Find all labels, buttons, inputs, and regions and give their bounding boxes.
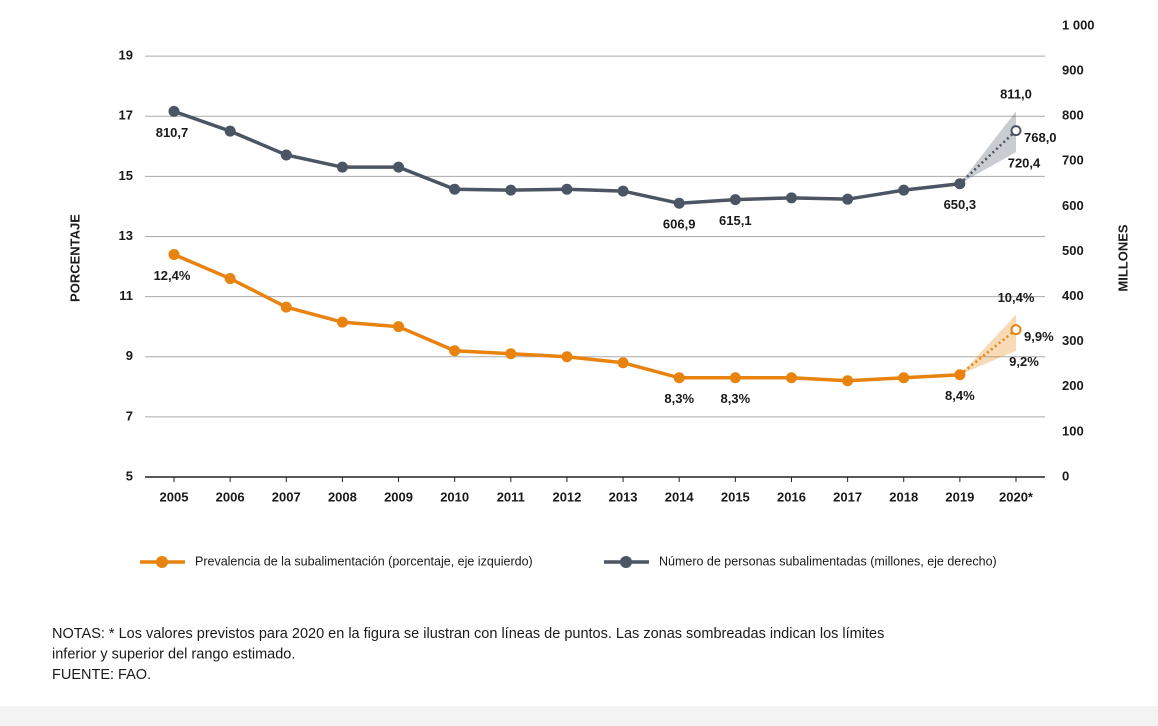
y-tick-label: 17 xyxy=(119,108,133,123)
y-tick-label: 5 xyxy=(126,468,133,483)
y-axis-title: PORCENTAJE xyxy=(67,214,82,302)
data-point xyxy=(224,273,236,285)
data-point xyxy=(617,185,629,197)
y-tick-label: 7 xyxy=(126,408,133,423)
data-point xyxy=(842,193,854,205)
data-point xyxy=(393,161,405,173)
x-tick-label: 2017 xyxy=(833,489,862,504)
x-tick-label: 2012 xyxy=(552,489,581,504)
y2-tick-label: 400 xyxy=(1062,288,1084,303)
y2-tick-label: 100 xyxy=(1062,423,1084,438)
data-point xyxy=(505,348,517,360)
range-band xyxy=(959,111,1016,184)
x-tick-label: 2006 xyxy=(216,489,245,504)
data-point xyxy=(785,372,797,384)
data-label: 8,3% xyxy=(721,391,751,406)
x-tick-label: 2019 xyxy=(945,489,974,504)
data-point xyxy=(1010,125,1022,137)
data-point xyxy=(449,345,461,357)
legend-marker xyxy=(156,556,168,568)
data-point xyxy=(224,125,236,137)
data-label: 606,9 xyxy=(663,217,696,232)
y2-tick-label: 600 xyxy=(1062,198,1084,213)
data-point xyxy=(505,184,517,196)
data-point xyxy=(954,369,966,381)
data-point xyxy=(785,192,797,204)
data-point xyxy=(393,321,405,333)
data-point xyxy=(561,183,573,195)
x-tick-label: 2008 xyxy=(328,489,357,504)
y2-tick-label: 0 xyxy=(1062,468,1069,483)
data-point xyxy=(954,178,966,190)
data-point xyxy=(842,375,854,387)
y2-tick-label: 500 xyxy=(1062,243,1084,258)
y2-tick-label: 1 000 xyxy=(1062,17,1095,32)
x-tick-label: 2014 xyxy=(665,489,695,504)
data-point xyxy=(1010,324,1022,336)
data-label: 810,7 xyxy=(156,125,189,140)
data-point xyxy=(280,301,292,313)
lower-label: 9,2% xyxy=(1009,354,1039,369)
note: NOTAS: * Los valores previstos para 2020… xyxy=(52,626,884,642)
legend-label: Prevalencia de la subalimentación (porce… xyxy=(195,554,533,568)
x-tick-label: 2011 xyxy=(497,489,525,504)
note: inferior y superior del rango estimado. xyxy=(52,646,295,662)
x-tick-label: 2007 xyxy=(272,489,301,504)
x-tick-label: 2016 xyxy=(777,489,806,504)
data-point xyxy=(449,183,461,195)
data-label: 8,4% xyxy=(945,388,975,403)
data-point xyxy=(729,194,741,206)
data-point xyxy=(898,372,910,384)
x-tick-label: 2018 xyxy=(889,489,918,504)
y-tick-label: 9 xyxy=(126,348,133,363)
y-tick-label: 19 xyxy=(119,48,133,63)
x-tick-label: 2010 xyxy=(440,489,469,504)
y2-axis-title: MILLONES xyxy=(1115,224,1130,291)
upper-label: 811,0 xyxy=(1000,87,1032,102)
data-label: 650,3 xyxy=(944,197,977,212)
data-label: 615,1 xyxy=(719,213,752,228)
projection-line xyxy=(959,328,1017,376)
data-point xyxy=(673,372,685,384)
lower-label: 720,4 xyxy=(1008,156,1041,171)
x-tick-label: 2015 xyxy=(721,489,750,504)
data-point xyxy=(898,184,910,196)
y2-tick-label: 700 xyxy=(1062,153,1084,168)
x-tick-label: 2020* xyxy=(999,489,1034,504)
bottom-strip xyxy=(0,706,1158,726)
data-label: 9,9% xyxy=(1024,329,1054,344)
data-label: 768,0 xyxy=(1024,130,1057,145)
data-point xyxy=(336,316,348,328)
x-tick-label: 2013 xyxy=(609,489,638,504)
y-tick-label: 13 xyxy=(119,228,133,243)
x-tick-label: 2009 xyxy=(384,489,413,504)
legend-marker xyxy=(620,556,632,568)
data-point xyxy=(168,249,180,261)
data-point xyxy=(336,161,348,173)
note: FUENTE: FAO. xyxy=(52,667,151,683)
y-tick-label: 11 xyxy=(119,288,133,303)
data-point xyxy=(168,105,180,117)
x-tick-label: 2005 xyxy=(160,489,189,504)
data-point xyxy=(729,372,741,384)
y2-tick-label: 200 xyxy=(1062,378,1084,393)
y-tick-label: 15 xyxy=(119,168,133,183)
data-label: 8,3% xyxy=(664,391,694,406)
upper-label: 10,4% xyxy=(998,290,1035,305)
data-point xyxy=(561,351,573,363)
data-point xyxy=(280,149,292,161)
data-point xyxy=(673,197,685,209)
legend-label: Número de personas subalimentadas (millo… xyxy=(659,554,997,568)
range-band xyxy=(959,314,1016,375)
data-point xyxy=(617,357,629,369)
y2-tick-label: 800 xyxy=(1062,108,1084,123)
data-label: 12,4% xyxy=(154,268,191,283)
y2-tick-label: 900 xyxy=(1062,63,1084,78)
y2-tick-label: 300 xyxy=(1062,333,1084,348)
